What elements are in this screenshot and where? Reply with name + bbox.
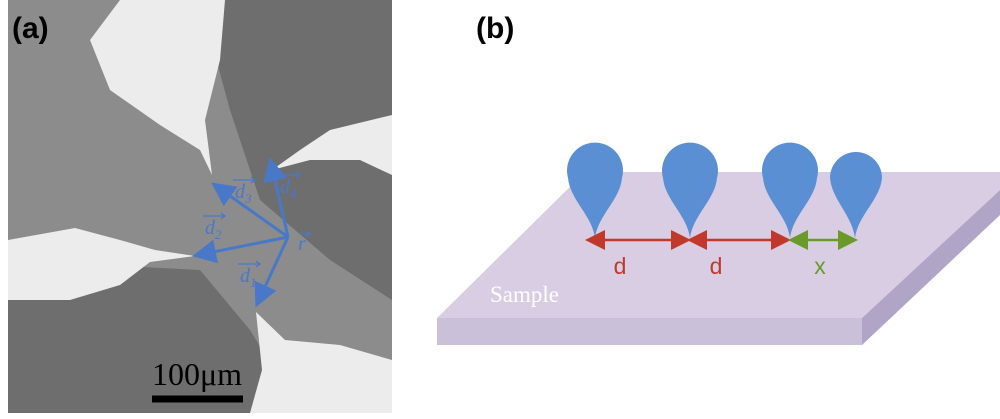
figure: (a) d1d2d3d4 r 100μm (b) Sample d d x xyxy=(0,0,1000,419)
origin-label: r xyxy=(298,233,306,255)
panel-label: (b) xyxy=(476,12,514,45)
vector-subscript: 1 xyxy=(250,275,257,290)
vector-subscript: 4 xyxy=(290,186,297,201)
panel-label: (a) xyxy=(12,12,49,45)
distance-label: d xyxy=(710,253,723,279)
vector-subscript: 2 xyxy=(215,227,222,242)
scale-bar-label: 100μm xyxy=(152,356,242,392)
distance-label: d xyxy=(614,253,627,279)
sample-label: Sample xyxy=(490,282,559,307)
vector-subscript: 3 xyxy=(244,191,252,206)
sample-front xyxy=(437,318,862,345)
micrograph xyxy=(8,0,392,413)
distance-label: x xyxy=(814,253,826,279)
